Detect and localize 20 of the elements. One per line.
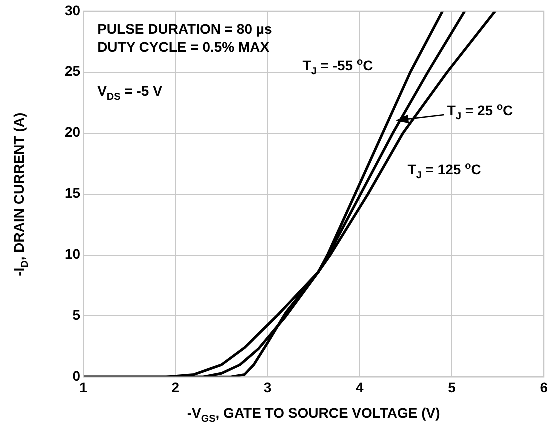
y-tick-label: 25 xyxy=(64,63,81,80)
y-tick-label: 5 xyxy=(72,307,81,324)
y-tick-label: 20 xyxy=(64,124,81,140)
annotation: DUTY CYCLE = 0.5% MAX xyxy=(98,39,270,57)
legend-label: T$_{J}$ = 25 $^{o}$C xyxy=(447,102,514,124)
x-tick-label: 4 xyxy=(356,379,364,396)
x-tick-label: 2 xyxy=(172,379,180,396)
y-tick-label: 0 xyxy=(72,368,81,384)
x-tick-label: 1 xyxy=(80,379,88,396)
x-tick-label: 6 xyxy=(540,379,548,396)
annotation: V$_{DS}$ = -5 V xyxy=(98,83,162,105)
x-tick-label: 5 xyxy=(448,379,456,396)
x-tick-label: 3 xyxy=(264,379,272,396)
y-tick-label: 10 xyxy=(64,246,81,262)
y-tick-label: 30 xyxy=(64,2,81,18)
y-tick-label: 15 xyxy=(64,185,81,202)
annotation: PULSE DURATION = 80 µs xyxy=(98,21,272,39)
text: T$_{J}$ = -55 $^{o}$C xyxy=(302,57,374,80)
x-axis-title: -V$_{GS}$, GATE TO SOURCE VOLTAGE (V) xyxy=(187,405,440,426)
series-label: T$_{J}$ = 125 $^{o}$C xyxy=(408,160,482,183)
